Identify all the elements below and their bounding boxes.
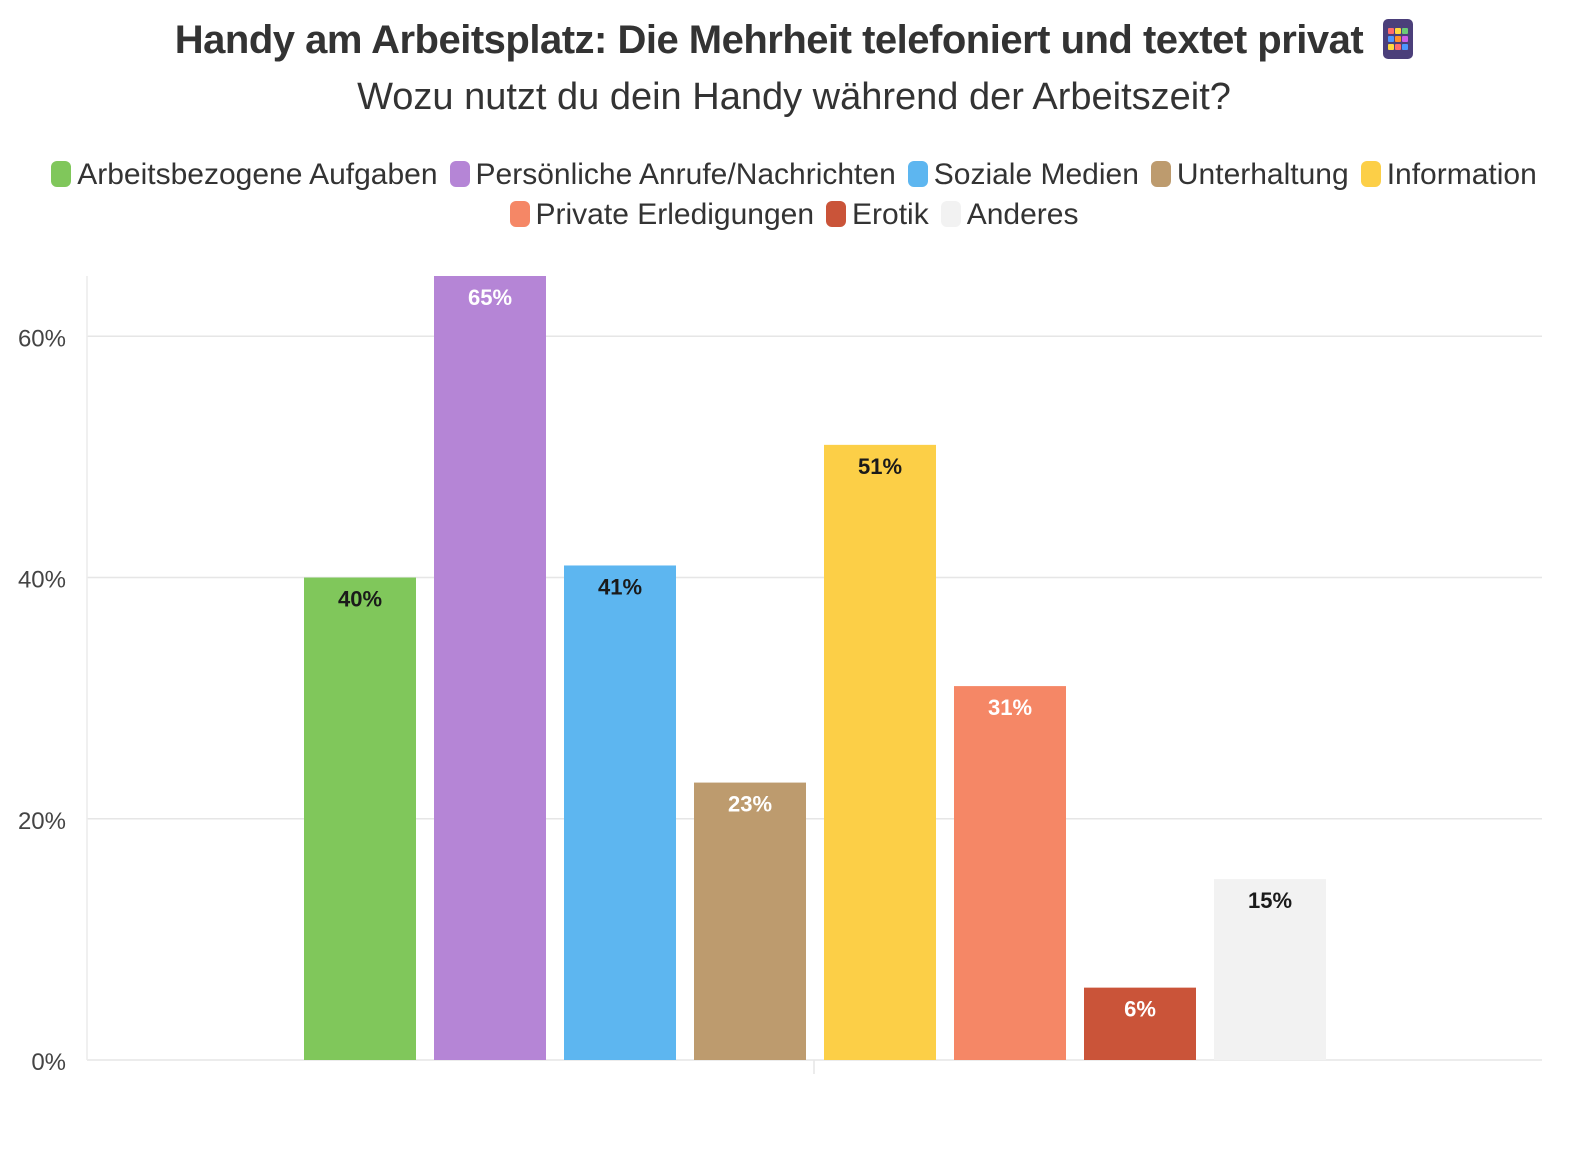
data-label: 65% [468,285,512,310]
y-tick-label: 60% [18,325,66,352]
legend-label: Persönliche Anrufe/Nachrichten [475,158,896,191]
legend-item[interactable]: Erotik [826,198,929,232]
legend-label: Erotik [852,198,929,231]
legend-label: Anderes [966,198,1079,231]
data-label: 41% [598,574,642,599]
legend-label: Soziale Medien [933,158,1139,191]
legend-label: Private Erledigungen [535,198,815,231]
legend-swatch [907,161,928,187]
data-label: 6% [1124,997,1156,1022]
data-label: 15% [1248,888,1292,913]
bar[interactable] [564,565,676,1060]
legend-swatch [51,161,72,187]
data-label: 23% [728,792,772,817]
mobile-phone-icon [1383,19,1414,59]
legend-item[interactable]: Persönliche Anrufe/Nachrichten [449,158,896,192]
bar[interactable] [1084,987,1196,1060]
chart-title-text: Handy am Arbeitsplatz: Die Mehrheit tele… [174,18,1364,62]
legend-swatch [1150,161,1171,187]
legend-item[interactable]: Soziale Medien [907,158,1139,192]
data-label: 40% [338,587,382,612]
legend-label: Unterhaltung [1176,158,1349,191]
y-tick-label: 0% [31,1049,66,1076]
bar[interactable] [694,782,806,1060]
bar[interactable] [954,686,1066,1060]
y-tick-label: 20% [18,808,66,835]
bar[interactable] [304,577,416,1060]
legend-label: Information [1386,158,1537,191]
legend-item[interactable]: Anderes [940,198,1079,232]
legend-swatch [940,201,961,227]
bar[interactable] [824,444,936,1060]
legend-item[interactable]: Private Erledigungen [509,198,815,232]
chart-title: Handy am Arbeitsplatz: Die Mehrheit tele… [0,18,1588,63]
data-label: 31% [988,695,1032,720]
legend-row-2: Private Erledigungen Erotik Anderes [0,198,1588,232]
bar[interactable] [434,276,546,1060]
legend-label: Arbeitsbezogene Aufgaben [77,158,438,191]
legend-swatch [449,161,470,187]
legend-swatch [1360,161,1381,187]
legend-item[interactable]: Information [1360,158,1537,192]
legend-swatch [509,201,530,227]
bar[interactable] [1214,879,1326,1060]
data-label: 51% [858,454,902,479]
y-tick-label: 40% [18,567,66,594]
chart-subtitle: Wozu nutzt du dein Handy während der Arb… [357,76,1231,118]
legend-swatch [826,201,847,227]
legend-item[interactable]: Arbeitsbezogene Aufgaben [51,158,438,192]
legend-row-1: Arbeitsbezogene Aufgaben Persönliche Anru… [0,158,1588,192]
legend-item[interactable]: Unterhaltung [1150,158,1349,192]
